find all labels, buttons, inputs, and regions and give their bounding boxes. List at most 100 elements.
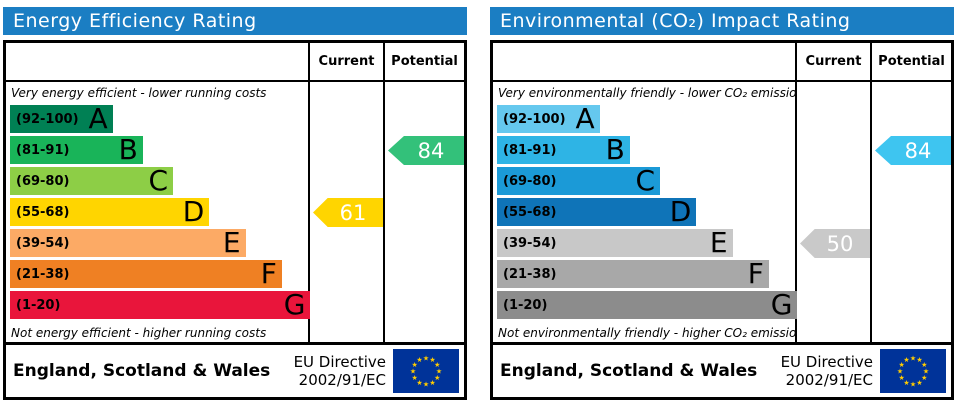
energy-band-row-c: (69-80) C — [6, 167, 464, 198]
energy-band-row-f: (21-38) F — [6, 260, 464, 291]
energy-band-c: (69-80) C — [10, 164, 174, 197]
energy-top-caption-row: Very energy efficient - lower running co… — [6, 82, 464, 105]
energy-footer: England, Scotland & Wales EU Directive 2… — [6, 342, 464, 397]
band-range-label: (69-80) — [16, 173, 70, 189]
energy-panel-header: Energy Efficiency Rating — [3, 7, 467, 35]
environment-band-g: (1-20) G — [497, 288, 798, 321]
environment-potential-rating-arrow: 84 — [875, 136, 951, 165]
svg-text:★: ★ — [916, 356, 922, 364]
environment-rating-table: Current Potential Very environmentally f… — [490, 40, 954, 400]
energy-band-e: (39-54) E — [10, 229, 246, 257]
environment-band-e: (39-54) E — [497, 229, 733, 257]
svg-text:★: ★ — [903, 379, 909, 387]
band-range-label: (92-100) — [16, 111, 79, 127]
svg-text:★: ★ — [910, 381, 916, 389]
energy-table-header-row: Current Potential — [6, 43, 464, 82]
environment-eu-directive: EU Directive 2002/91/EC — [780, 353, 873, 389]
environment-column-header-current: Current — [797, 43, 872, 80]
energy-band-g: (1-20) G — [10, 288, 311, 321]
eu-flag-icon: ★ ★ ★★ ★★ ★★ ★★ ★★ — [393, 349, 459, 393]
eu-flag-icon: ★ ★ ★★ ★★ ★★ ★★ ★★ — [880, 349, 946, 393]
energy-header-spacer — [6, 43, 310, 80]
band-range-label: (21-38) — [16, 266, 70, 282]
svg-text:★: ★ — [921, 361, 927, 369]
environment-top-caption-row: Very environmentally friendly - lower CO… — [493, 82, 951, 105]
energy-footer-region: England, Scotland & Wales — [13, 361, 271, 381]
energy-band-row-e: (39-54) E — [6, 229, 464, 260]
band-letter: C — [148, 164, 169, 197]
band-range-label: (1-20) — [16, 297, 61, 313]
band-range-label: (39-54) — [503, 235, 557, 251]
energy-top-caption: Very energy efficient - lower running co… — [11, 86, 267, 100]
environment-panel-header: Environmental (CO₂) Impact Rating — [490, 7, 954, 35]
svg-text:★: ★ — [910, 355, 916, 363]
environment-table-header-row: Current Potential — [493, 43, 951, 82]
band-range-label: (81-91) — [503, 142, 557, 158]
svg-text:★: ★ — [897, 368, 903, 376]
energy-potential-value: 84 — [417, 138, 445, 163]
environment-current-value: 50 — [826, 231, 854, 256]
svg-text:★: ★ — [429, 379, 435, 387]
band-letter: C — [635, 164, 656, 197]
band-range-label: (81-91) — [16, 142, 70, 158]
energy-band-row-a: (92-100) A — [6, 105, 464, 136]
band-letter: D — [669, 195, 692, 228]
svg-text:★: ★ — [916, 379, 922, 387]
band-range-label: (21-38) — [503, 266, 557, 282]
environment-band-row-d: (55-68) D — [493, 198, 951, 229]
energy-current-rating-arrow: 61 — [313, 198, 383, 227]
energy-column-header-potential: Potential — [391, 54, 458, 69]
energy-bottom-caption: Not energy efficient - higher running co… — [11, 326, 267, 340]
svg-text:★: ★ — [436, 368, 442, 376]
environment-band-row-f: (21-38) F — [493, 260, 951, 291]
environment-column-header-potential: Potential — [878, 54, 945, 69]
svg-text:★: ★ — [423, 355, 429, 363]
environment-band-row-e: (39-54) E 50 — [493, 229, 951, 260]
environment-panel-title: Environmental (CO₂) Impact Rating — [500, 10, 851, 32]
energy-column-header-current: Current — [310, 43, 385, 80]
svg-text:★: ★ — [899, 374, 905, 382]
environment-header-spacer — [493, 43, 797, 80]
band-letter: G — [283, 288, 306, 321]
svg-text:★: ★ — [410, 368, 416, 376]
band-range-label: (92-100) — [503, 111, 566, 127]
environment-band-row-a: (92-100) A — [493, 105, 951, 136]
svg-text:★: ★ — [899, 361, 905, 369]
band-range-label: (1-20) — [503, 297, 548, 313]
energy-band-row-g: (1-20) G — [6, 291, 464, 322]
energy-band-f: (21-38) F — [10, 260, 282, 288]
energy-current-value: 61 — [339, 200, 367, 225]
energy-band-b: (81-91) B — [10, 136, 143, 164]
environment-band-f: (21-38) F — [497, 260, 769, 288]
environment-band-b: (81-91) B — [497, 136, 630, 164]
svg-text:★: ★ — [921, 374, 927, 382]
svg-text:★: ★ — [923, 368, 929, 376]
svg-text:★: ★ — [423, 381, 429, 389]
environment-top-caption: Very environmentally friendly - lower CO… — [498, 86, 795, 100]
energy-band-a: (92-100) A — [10, 105, 113, 133]
band-letter: G — [770, 288, 793, 321]
environment-current-rating-arrow: 50 — [800, 229, 870, 258]
band-letter: D — [182, 195, 205, 228]
environmental-impact-panel: Environmental (CO₂) Impact Rating Curren… — [490, 7, 954, 400]
band-letter: A — [575, 102, 595, 135]
svg-text:★: ★ — [412, 374, 418, 382]
environment-band-c: (69-80) C — [497, 164, 661, 197]
environment-bottom-caption: Not environmentally friendly - higher CO… — [498, 326, 795, 340]
energy-band-row-d: (55-68) D 61 — [6, 198, 464, 229]
band-letter: A — [88, 102, 108, 135]
band-letter: B — [605, 133, 625, 166]
svg-text:★: ★ — [429, 356, 435, 364]
band-letter: E — [709, 226, 728, 259]
energy-eu-directive: EU Directive 2002/91/EC — [293, 353, 386, 389]
band-range-label: (55-68) — [16, 204, 70, 220]
environment-band-row-g: (1-20) G — [493, 291, 951, 322]
environment-bottom-caption-row: Not environmentally friendly - higher CO… — [493, 322, 951, 342]
energy-rating-table: Current Potential Very energy efficient … — [3, 40, 467, 400]
svg-text:★: ★ — [434, 361, 440, 369]
energy-potential-rating-arrow: 84 — [388, 136, 464, 165]
environment-footer: England, Scotland & Wales EU Directive 2… — [493, 342, 951, 397]
energy-band-row-b: (81-91) B 84 — [6, 136, 464, 167]
band-range-label: (39-54) — [16, 235, 70, 251]
svg-text:★: ★ — [434, 374, 440, 382]
